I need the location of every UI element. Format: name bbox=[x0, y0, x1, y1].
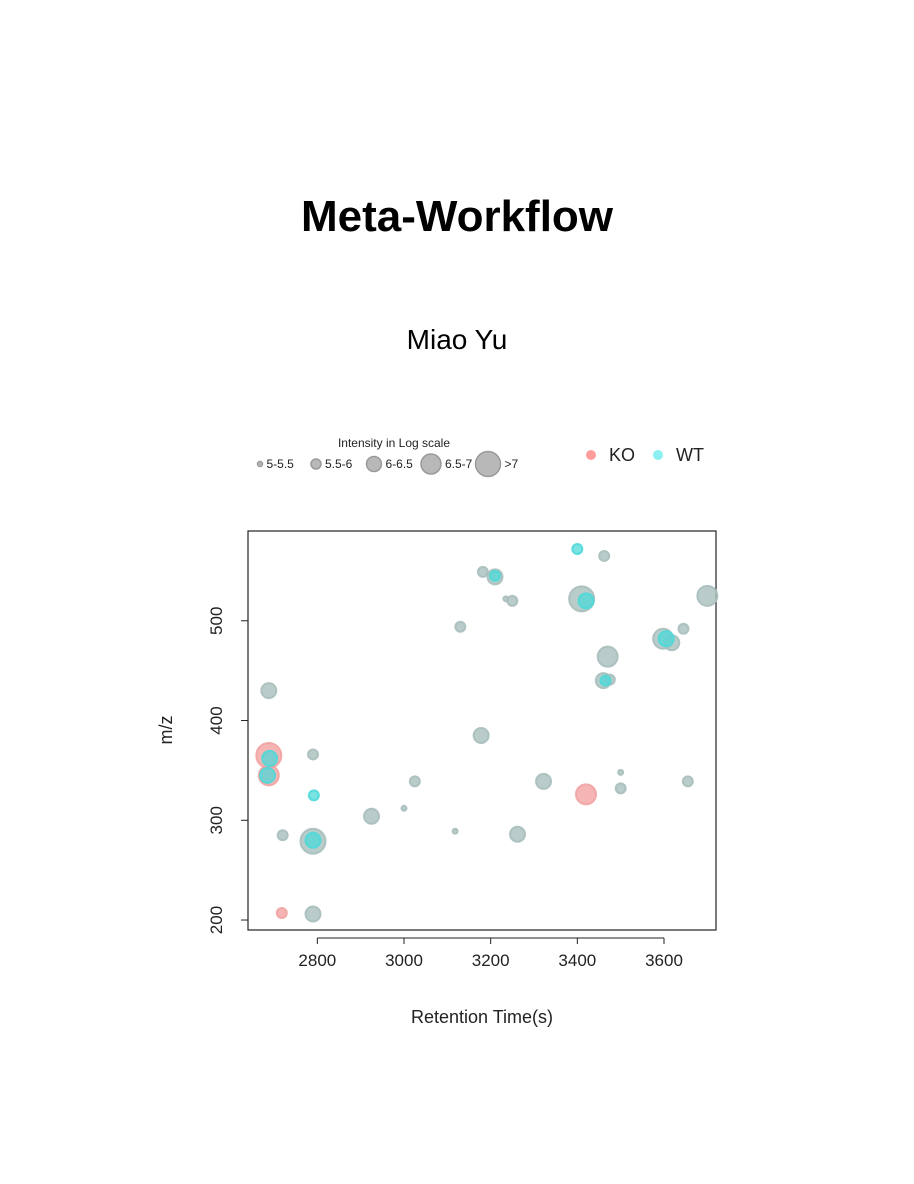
data-point-wt bbox=[572, 544, 582, 554]
data-point-wt bbox=[601, 676, 611, 686]
data-point-wt bbox=[579, 593, 594, 608]
y-tick-label: 500 bbox=[207, 607, 226, 635]
data-point-wt bbox=[659, 631, 674, 646]
data-point-overlap bbox=[510, 827, 525, 842]
x-tick-label: 3400 bbox=[558, 951, 596, 970]
data-point-wt bbox=[490, 571, 500, 581]
data-point-ko bbox=[576, 784, 596, 804]
size-legend-title: Intensity in Log scale bbox=[338, 436, 450, 450]
data-point-overlap bbox=[598, 647, 618, 667]
data-point-overlap bbox=[402, 806, 407, 811]
data-point-overlap bbox=[679, 624, 689, 634]
size-legend-marker bbox=[421, 454, 441, 474]
data-point-overlap bbox=[536, 774, 551, 789]
color-legend-label: KO bbox=[609, 445, 635, 465]
x-axis: 2800 3000 3200 3400 3600 bbox=[298, 938, 682, 970]
y-tick-label: 200 bbox=[207, 906, 226, 934]
color-legend: KO WT bbox=[586, 445, 704, 465]
size-legend-label: 6.5-7 bbox=[445, 457, 473, 471]
data-point-wt bbox=[306, 833, 321, 848]
data-point-overlap bbox=[478, 567, 488, 577]
data-point-ko bbox=[277, 908, 287, 918]
size-legend-marker bbox=[367, 457, 382, 472]
data-point-overlap bbox=[455, 622, 465, 632]
data-point-overlap bbox=[364, 809, 379, 824]
size-legend-marker bbox=[311, 459, 321, 469]
x-tick-label: 3600 bbox=[645, 951, 683, 970]
y-tick-label: 400 bbox=[207, 706, 226, 734]
size-legend-label: 5-5.5 bbox=[267, 457, 295, 471]
size-legend-marker bbox=[258, 462, 263, 467]
size-legend-marker bbox=[476, 452, 501, 477]
y-axis: 200 300 400 500 bbox=[207, 607, 248, 935]
y-axis-label: m/z bbox=[156, 716, 176, 745]
color-legend-label: WT bbox=[676, 445, 704, 465]
data-point-wt bbox=[262, 751, 277, 766]
data-point-overlap bbox=[618, 770, 623, 775]
x-tick-label: 3000 bbox=[385, 951, 423, 970]
data-point-wt bbox=[260, 768, 275, 783]
x-axis-label: Retention Time(s) bbox=[411, 1007, 553, 1027]
data-point-overlap bbox=[599, 551, 609, 561]
data-point-wt bbox=[309, 790, 319, 800]
y-tick-label: 300 bbox=[207, 806, 226, 834]
data-point-overlap bbox=[261, 683, 276, 698]
size-legend-label: 6-6.5 bbox=[386, 457, 414, 471]
data-point-overlap bbox=[474, 728, 489, 743]
data-point-overlap bbox=[453, 829, 458, 834]
size-legend-label: 5.5-6 bbox=[325, 457, 353, 471]
data-point-overlap bbox=[306, 907, 321, 922]
data-points bbox=[256, 544, 717, 922]
data-point-overlap bbox=[616, 783, 626, 793]
x-tick-label: 2800 bbox=[298, 951, 336, 970]
data-point-overlap bbox=[507, 596, 517, 606]
data-point-overlap bbox=[308, 749, 318, 759]
size-legend-label: >7 bbox=[505, 457, 519, 471]
color-legend-marker-wt bbox=[653, 450, 663, 460]
color-legend-marker-ko bbox=[586, 450, 596, 460]
size-legend: Intensity in Log scale 5-5.5 5.5-6 6-6.5 6.… bbox=[258, 436, 519, 477]
data-point-overlap bbox=[697, 586, 717, 606]
data-point-overlap bbox=[683, 776, 693, 786]
data-point-overlap bbox=[278, 830, 288, 840]
x-tick-label: 3200 bbox=[472, 951, 510, 970]
data-point-overlap bbox=[410, 776, 420, 786]
